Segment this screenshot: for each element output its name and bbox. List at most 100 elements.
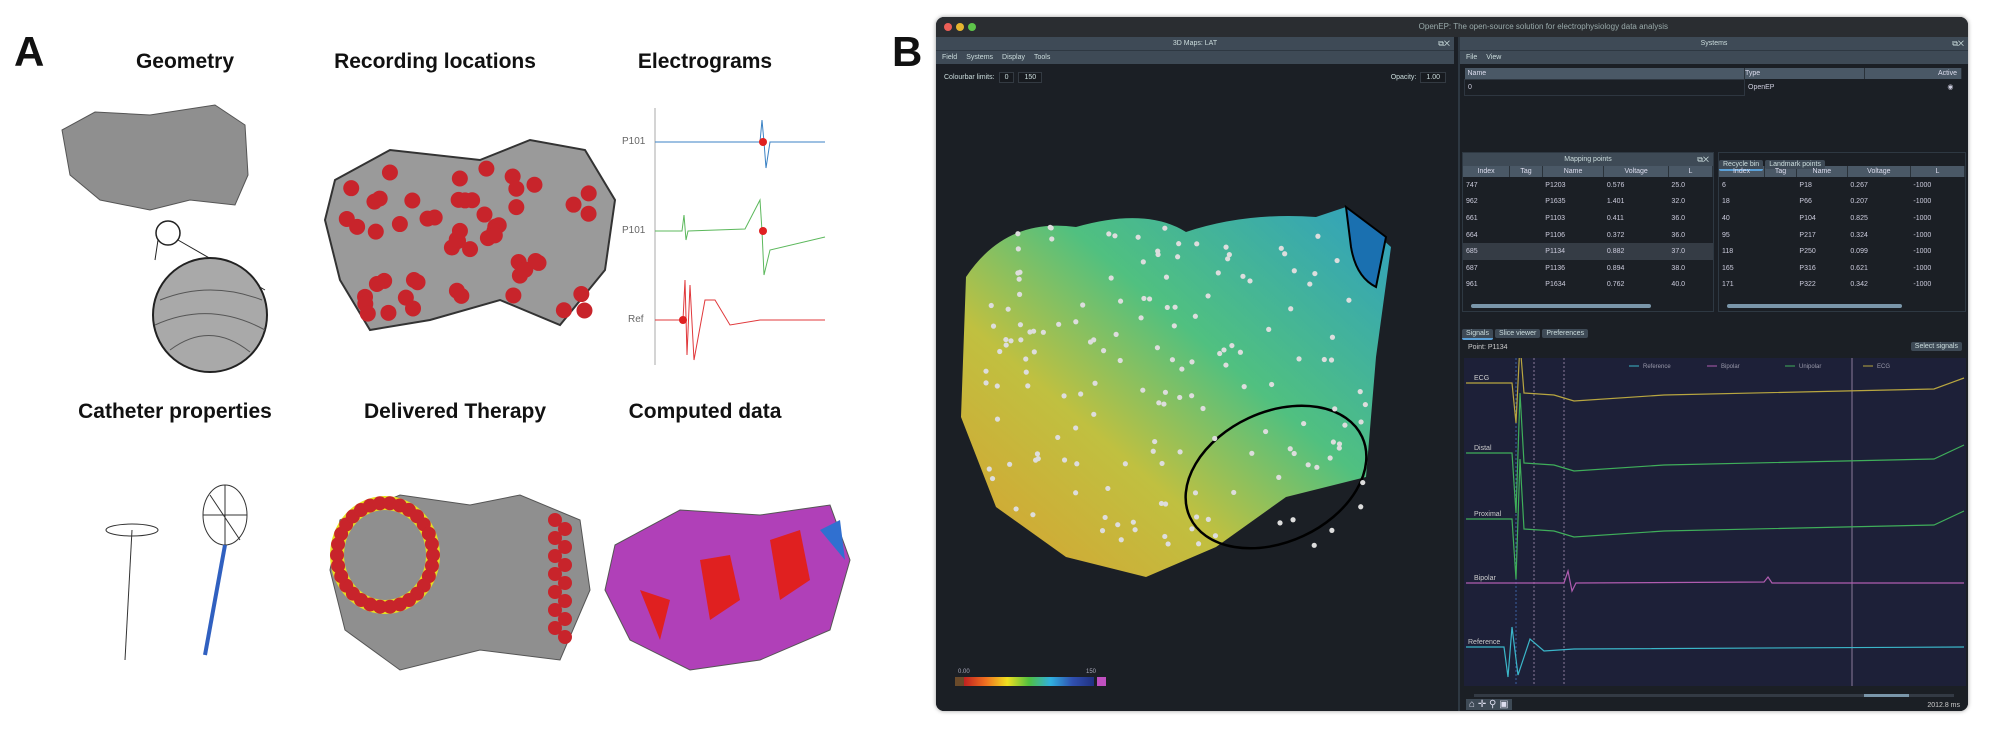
marker-dot bbox=[1336, 445, 1342, 451]
maximize-window-button[interactable] bbox=[968, 23, 976, 31]
marker-dot bbox=[1003, 342, 1009, 348]
marker-dot bbox=[580, 185, 597, 202]
table-cell: 687 bbox=[1466, 264, 1478, 272]
colourbar-min-input[interactable]: 0 bbox=[998, 72, 1015, 83]
table-row[interactable]: 661 P1103 0.411 36.0 bbox=[1463, 210, 1713, 227]
marker-dot bbox=[1117, 357, 1123, 364]
window-titlebar: OpenEP: The open-source solution for ele… bbox=[936, 17, 1968, 37]
column-header[interactable]: Name bbox=[1796, 166, 1848, 177]
table-row[interactable]: 40 P104 0.825 -1000 bbox=[1719, 210, 1965, 227]
table-row[interactable]: 685 P1134 0.882 37.0 bbox=[1463, 243, 1713, 260]
trace-label: ECG bbox=[1474, 375, 1489, 382]
close-icon[interactable]: ⧉✕ bbox=[1697, 155, 1709, 164]
marker-dot bbox=[1277, 520, 1283, 526]
column-header[interactable]: Tag bbox=[1764, 166, 1797, 177]
opacity-spinbox[interactable]: 1.00 bbox=[1420, 72, 1446, 83]
table-row[interactable]: 95 P217 0.324 -1000 bbox=[1719, 227, 1965, 244]
column-header[interactable]: Voltage bbox=[1603, 166, 1669, 177]
zoom-icon[interactable]: ⚲ bbox=[1489, 699, 1497, 710]
menu-systems[interactable]: Systems bbox=[966, 54, 994, 61]
minimize-window-button[interactable] bbox=[956, 23, 964, 31]
tab-landmark-points[interactable]: Landmark points bbox=[1765, 160, 1825, 169]
marker-dot bbox=[1061, 393, 1067, 399]
table-row[interactable]: 962 P1635 1.401 32.0 bbox=[1463, 194, 1713, 211]
marker-dot bbox=[1073, 490, 1079, 496]
colourbar-max-input[interactable]: 150 bbox=[1018, 72, 1043, 83]
tab-signals[interactable]: Signals bbox=[1462, 329, 1493, 340]
home-icon[interactable]: ⌂ bbox=[1469, 699, 1476, 710]
table-cell: P1634 bbox=[1545, 281, 1566, 289]
table-row[interactable]: 165 P316 0.621 -1000 bbox=[1719, 260, 1965, 277]
menu-display[interactable]: Display bbox=[1002, 54, 1025, 61]
tab-preferences[interactable]: Preferences bbox=[1542, 329, 1589, 338]
table-cell: 165 bbox=[1722, 264, 1734, 272]
marker-dot bbox=[1092, 380, 1098, 386]
table-row[interactable]: 687 P1136 0.894 38.0 bbox=[1463, 260, 1713, 277]
marker-dot bbox=[1332, 406, 1338, 412]
table-row[interactable]: 664 P1106 0.372 36.0 bbox=[1463, 227, 1713, 244]
active-radio[interactable]: ◉ bbox=[1947, 84, 1954, 92]
marker-dot bbox=[1154, 345, 1161, 351]
marker-dot bbox=[986, 466, 992, 472]
marker-dot bbox=[1007, 461, 1013, 467]
column-header[interactable]: Voltage bbox=[1847, 166, 1911, 177]
table-cell: 0.324 bbox=[1850, 231, 1868, 239]
marker-dot bbox=[1171, 323, 1177, 329]
menu-view[interactable]: View bbox=[1486, 54, 1502, 61]
column-header[interactable]: Index bbox=[1463, 166, 1511, 177]
close-icon[interactable]: ⧉✕ bbox=[1438, 39, 1450, 48]
menu-tools[interactable]: Tools bbox=[1033, 54, 1051, 61]
table-row[interactable]: 6 P18 0.267 -1000 bbox=[1719, 177, 1965, 194]
marker-dot bbox=[1135, 234, 1141, 240]
plot-scrollbar-thumb[interactable] bbox=[1864, 694, 1909, 697]
table-cell bbox=[1765, 277, 1797, 294]
title-computed-data: Computed data bbox=[628, 400, 782, 423]
table-row[interactable]: 171 P322 0.342 -1000 bbox=[1719, 277, 1965, 294]
save-icon[interactable]: ▣ bbox=[1499, 699, 1509, 710]
marker-dot bbox=[1091, 337, 1097, 343]
menu-field[interactable]: Field bbox=[942, 54, 958, 61]
table-cell: P1136 bbox=[1545, 264, 1566, 272]
col-name[interactable]: Name bbox=[1464, 68, 1745, 79]
horizontal-scrollbar[interactable] bbox=[1471, 304, 1651, 308]
table-row[interactable]: 0 OpenEP ◉ bbox=[1464, 78, 1962, 97]
table-row[interactable]: 18 P66 0.207 -1000 bbox=[1719, 194, 1965, 211]
table-row[interactable]: 747 P1203 0.576 25.0 bbox=[1463, 177, 1713, 194]
marker-dot bbox=[381, 164, 398, 181]
systems-menu: File View bbox=[1460, 50, 1968, 64]
close-window-button[interactable] bbox=[944, 23, 952, 31]
marker-dot bbox=[1357, 389, 1363, 395]
col-active[interactable]: Active bbox=[1864, 68, 1962, 79]
table-cell: 1.401 bbox=[1606, 198, 1625, 206]
marker-dot bbox=[1106, 231, 1112, 237]
marker-dot bbox=[405, 300, 422, 317]
table-cell: P217 bbox=[1799, 231, 1816, 239]
column-header[interactable]: Tag bbox=[1509, 166, 1543, 177]
marker-dot bbox=[1172, 304, 1178, 310]
column-header[interactable]: L bbox=[1910, 166, 1966, 177]
horizontal-scrollbar[interactable] bbox=[1727, 304, 1902, 308]
table-cell bbox=[1765, 227, 1797, 244]
marker-dot bbox=[1015, 231, 1021, 237]
marker-dot bbox=[1146, 296, 1153, 302]
signals-plot[interactable]: Reference Bipolar Unipolar ECG ECG Distal Prox… bbox=[1464, 358, 1966, 686]
marker-dot bbox=[1194, 241, 1200, 247]
marker-dot bbox=[548, 513, 562, 527]
3d-lat-map[interactable] bbox=[946, 177, 1446, 597]
table-cell bbox=[1510, 210, 1543, 227]
close-icon[interactable]: ⧉✕ bbox=[1952, 39, 1964, 48]
pan-icon[interactable]: ✛ bbox=[1477, 699, 1487, 710]
col-type[interactable]: Type bbox=[1744, 68, 1866, 79]
column-header[interactable]: Name bbox=[1542, 166, 1605, 177]
system-name[interactable]: 0 bbox=[1464, 78, 1745, 97]
plot-scrollbar-track[interactable] bbox=[1474, 694, 1954, 697]
marker-dot bbox=[1175, 254, 1181, 260]
table-row[interactable]: 118 P250 0.099 -1000 bbox=[1719, 243, 1965, 260]
column-header[interactable]: L bbox=[1668, 166, 1714, 177]
table-row[interactable]: 961 P1634 0.762 40.0 bbox=[1463, 277, 1713, 294]
column-header[interactable]: Index bbox=[1719, 166, 1766, 177]
tab-slice-viewer[interactable]: Slice viewer bbox=[1494, 329, 1541, 338]
marker-dot bbox=[565, 196, 582, 213]
menu-file[interactable]: File bbox=[1466, 54, 1478, 61]
select-signals-button[interactable]: Select signals bbox=[1910, 342, 1962, 351]
